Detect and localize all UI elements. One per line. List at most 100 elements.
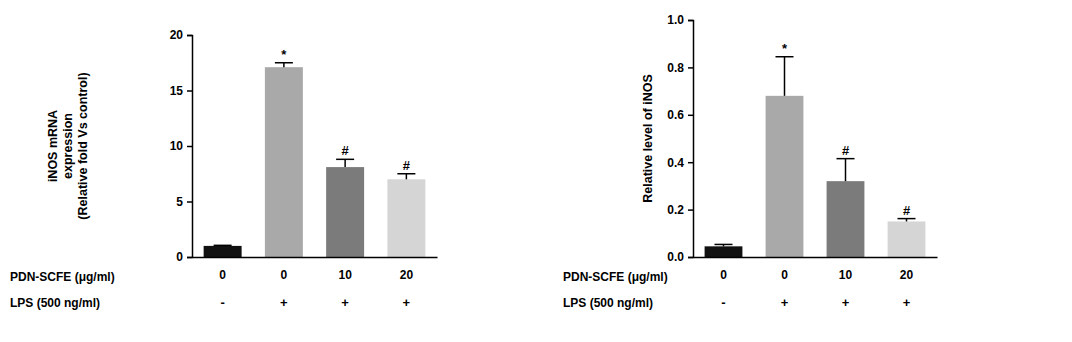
y-tick-mark [187,35,192,37]
y-tick-label: 10 [170,139,184,153]
error-bar-cap [715,244,733,246]
y-tick-mark [688,257,693,259]
error-bar-cap [214,245,232,247]
x-tick: 0 [281,257,288,282]
significance-label: * [782,41,788,56]
plot-area [705,57,926,257]
y-tick: 15 [170,84,192,98]
bar [387,179,425,257]
y-axis-title: (Relative fold Vs control) [76,72,90,219]
x-tick: 20 [900,257,914,282]
error-bar [837,159,855,182]
error-bar-stem [845,159,847,182]
x-tick-label: 20 [900,268,914,282]
error-bar-cap [898,218,916,220]
y-axis: 0 5 10 15 20 [170,28,193,264]
figure: * # #0 5 10 15 20 0 0 10 20 PDN-SCFE (μg/ml) LPS (50… [0,0,1072,342]
x-tick-label: 0 [720,268,727,282]
error-bar [397,174,415,180]
significance-label: # [403,158,411,173]
x-row-label: PDN-SCFE (μg/ml) [10,270,115,284]
y-tick-mark [688,209,693,211]
error-bar-stem [344,159,346,167]
error-bar [336,159,354,167]
y-tick-mark [688,67,693,69]
y-tick: 1.0 [667,13,693,27]
significance-label: # [842,143,850,158]
x-row2-tick-label: + [842,295,850,310]
chart: * # #0.0 0.2 0.4 0.6 0.8 1.0 0 0 10 20 PDN-SCFE (μg/… [563,13,938,310]
significance-label: # [342,143,350,158]
bar [705,246,743,257]
x-tick-label: 0 [281,268,288,282]
y-tick: 0.6 [667,108,693,122]
error-bar-cap [837,158,855,160]
x-tick: 10 [338,257,352,282]
y-axis-line [688,21,694,258]
error-bar [214,245,232,247]
x-tick-label: 10 [839,268,853,282]
x-axis-line [694,257,938,259]
y-axis-title: Relative level of iNOS [641,74,655,203]
error-bar-stem [784,57,786,96]
x-row2-tick-label: + [280,295,288,310]
y-tick-label: 1.0 [667,13,684,27]
y-tick-label: 5 [176,195,183,209]
error-bar [715,244,733,246]
x-row-label: LPS (500 ng/ml) [563,296,653,310]
x-tick-label: 10 [338,268,352,282]
bar [326,167,364,257]
y-tick-mark [187,90,192,92]
y-axis-title: iNOS mRNA [46,110,60,182]
y-tick-mark [688,20,693,22]
y-tick-label: 0.6 [667,108,684,122]
x-tick-label: 20 [400,268,414,282]
x-axis-line [193,257,438,259]
significance-label: * [281,47,287,62]
x-axis: 0 0 10 20 [193,257,438,282]
y-tick-mark [187,146,192,148]
x-tick-label: 0 [219,268,226,282]
y-tick-mark [187,201,192,203]
x-row2-tick-label: + [903,295,911,310]
bar [265,67,303,257]
y-tick-label: 0.0 [667,250,684,264]
x-tick: 0 [219,257,226,282]
y-tick-label: 0.4 [667,156,684,170]
chart: * # #0 5 10 15 20 0 0 10 20 PDN-SCFE (μg/ml) LPS (50… [10,28,438,310]
significance-label: # [903,203,911,218]
y-axis: 0.0 0.2 0.4 0.6 0.8 1.0 [667,13,693,264]
error-bar-cap [397,173,415,175]
x-row2-tick-label: + [781,295,789,310]
y-tick-label: 0.8 [667,61,684,75]
x-row2-tick-label: + [403,295,411,310]
x-row2-tick-label: - [721,295,725,310]
y-axis-title: expression [61,113,75,179]
x-row2-tick-label: + [341,295,349,310]
y-tick-label: 20 [170,28,184,42]
x-tick-label: 0 [781,268,788,282]
error-bar-stem [406,174,408,180]
error-bar-cap [275,62,293,64]
x-row-label: PDN-SCFE (μg/ml) [563,270,668,284]
y-tick-label: 0 [176,250,183,264]
plot-area [204,63,426,257]
y-tick-mark [688,162,693,164]
y-tick: 0 [176,250,192,264]
x-axis: 0 0 10 20 [694,257,938,282]
error-bar [898,219,916,222]
x-row-label: LPS (500 ng/ml) [10,296,100,310]
x-tick: 0 [781,257,788,282]
y-tick: 5 [176,195,192,209]
y-tick: 20 [170,28,192,42]
x-tick: 0 [720,257,727,282]
y-tick: 0.0 [667,250,693,264]
y-axis-line [187,36,193,258]
bar [888,221,926,257]
error-bar-cap [776,56,794,58]
bar [827,181,865,257]
y-tick: 0.2 [667,203,693,217]
error-bar [275,63,293,67]
x-tick: 10 [839,257,853,282]
error-bar-cap [336,159,354,161]
